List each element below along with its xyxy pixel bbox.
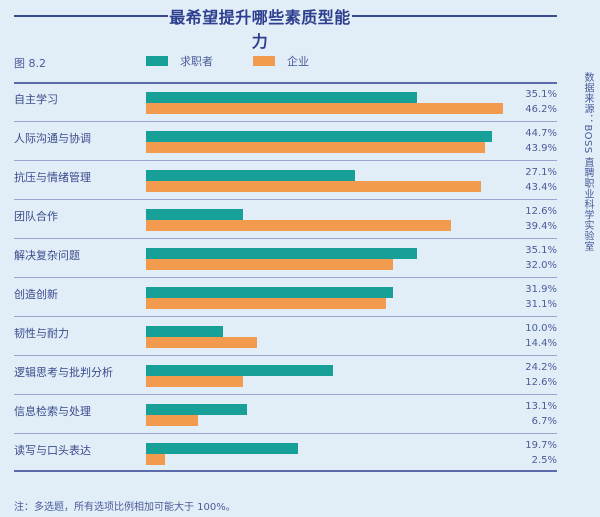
chart-row: 信息检索与处理 13.1% 6.7% [14,395,557,434]
value-label-company: 39.4% [525,221,557,232]
value-label-seeker: 35.1% [525,245,557,256]
bar-seeker [146,443,299,454]
category-label: 逻辑思考与批判分析 [14,366,113,379]
value-label-company: 12.6% [525,377,557,388]
footnote: 注：多选题，所有选项比例相加可能大于 100%。 [14,502,236,513]
bar-seeker [146,92,418,103]
value-label-seeker: 19.7% [525,440,557,451]
value-label-seeker: 35.1% [525,89,557,100]
value-label-seeker: 10.0% [525,323,557,334]
row-divider [14,121,557,122]
bar-seeker [146,326,224,337]
legend-label-company: 企业 [287,55,309,68]
bar-company [146,142,486,153]
row-divider [14,355,557,356]
chart-row: 自主学习 35.1% 46.2% [14,83,557,122]
chart-bottom-rule [14,470,557,472]
legend-item-company: 企业 [253,54,309,68]
bar-seeker [146,209,244,220]
row-divider [14,238,557,239]
value-label-seeker: 31.9% [525,284,557,295]
chart-row: 人际沟通与协调 44.7% 43.9% [14,122,557,161]
value-label-seeker: 27.1% [525,167,557,178]
bar-company [146,376,244,387]
value-label-company: 46.2% [525,104,557,115]
bar-company [146,259,394,270]
row-divider [14,199,557,200]
row-divider [14,316,557,317]
category-label: 信息检索与处理 [14,405,91,418]
chart-header: 最希望提升哪些素质型能力 [0,0,600,51]
title-rule-left [14,15,168,17]
chart-row: 创造创新 31.9% 31.1% [14,278,557,317]
value-label-company: 2.5% [531,455,557,466]
bar-seeker [146,131,492,142]
legend-swatch-seeker [146,56,168,66]
value-label-seeker: 24.2% [525,362,557,373]
bar-company [146,103,504,114]
chart-row: 韧性与耐力 10.0% 14.4% [14,317,557,356]
bar-seeker [146,365,334,376]
value-label-company: 43.4% [525,182,557,193]
row-divider [14,160,557,161]
row-divider [14,277,557,278]
value-label-company: 14.4% [525,338,557,349]
category-label: 抗压与情绪管理 [14,171,91,184]
value-label-company: 6.7% [531,416,557,427]
chart-top-rule [14,82,557,84]
value-label-seeker: 44.7% [525,128,557,139]
row-divider [14,394,557,395]
bar-company [146,337,258,348]
category-label: 人际沟通与协调 [14,132,91,145]
value-label-seeker: 12.6% [525,206,557,217]
value-label-company: 32.0% [525,260,557,271]
data-source: 数据来源：BOSS 直聘职业科学实验室 [582,72,593,252]
bar-company [146,415,198,426]
category-label: 解决复杂问题 [14,249,80,262]
bar-seeker [146,287,393,298]
chart-row: 抗压与情绪管理 27.1% 43.4% [14,161,557,200]
bar-company [146,454,166,465]
value-label-seeker: 13.1% [525,401,557,412]
category-label: 读写与口头表达 [14,444,91,457]
bar-seeker [146,404,248,415]
bar-company [146,298,387,309]
chart-row: 逻辑思考与批判分析 24.2% 12.6% [14,356,557,395]
figure-label: 图 8.2 [14,57,46,70]
chart-title: 最希望提升哪些素质型能力 [169,8,351,51]
category-label: 团队合作 [14,210,58,223]
legend-item-seeker: 求职者 [146,54,213,68]
category-label: 创造创新 [14,288,58,301]
category-label: 自主学习 [14,93,58,106]
chart-row: 解决复杂问题 35.1% 32.0% [14,239,557,278]
chart-row: 团队合作 12.6% 39.4% [14,200,557,239]
legend-label-seeker: 求职者 [180,55,213,68]
bar-seeker [146,248,418,259]
title-rule-right [352,15,557,17]
row-divider [14,433,557,434]
bar-company [146,181,482,192]
bar-company [146,220,451,231]
value-label-company: 31.1% [525,299,557,310]
value-label-company: 43.9% [525,143,557,154]
chart-row: 读写与口头表达 19.7% 2.5% [14,434,557,473]
bar-seeker [146,170,356,181]
category-label: 韧性与耐力 [14,327,69,340]
legend-swatch-company [253,56,275,66]
